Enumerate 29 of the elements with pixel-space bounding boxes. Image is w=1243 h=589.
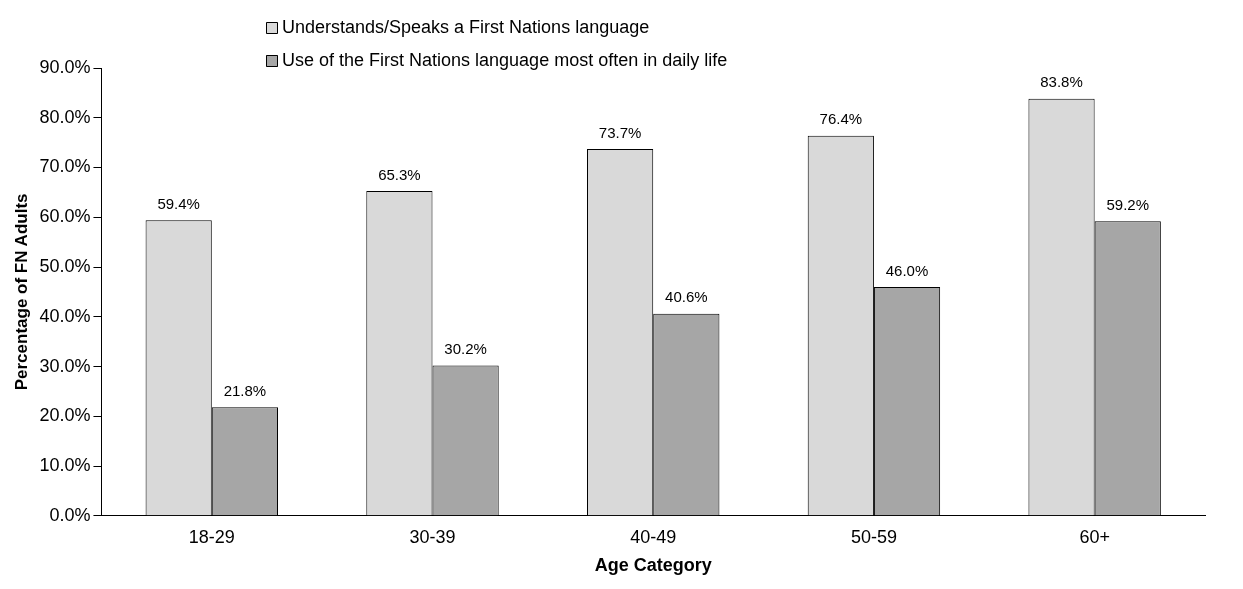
y-tick-label: 30.0% bbox=[39, 355, 91, 376]
data-label: 46.0% bbox=[885, 261, 929, 279]
y-tick-label: 50.0% bbox=[39, 255, 91, 276]
y-tick-label: 0.0% bbox=[49, 504, 91, 525]
data-label: 76.4% bbox=[819, 110, 863, 128]
y-tick-label: 20.0% bbox=[39, 405, 91, 426]
data-label: 65.3% bbox=[378, 165, 421, 183]
data-label: 73.7% bbox=[598, 123, 642, 141]
x-tick-label: 50-59 bbox=[850, 526, 897, 547]
x-tick-label: 30-39 bbox=[409, 526, 456, 547]
data-label: 21.8% bbox=[223, 381, 267, 399]
x-tick-label: 40-49 bbox=[630, 526, 677, 547]
legend-label: Understands/Speaks a First Nations language bbox=[282, 16, 650, 37]
y-tick-label: 10.0% bbox=[39, 455, 91, 476]
y-tick-label: 90.0% bbox=[39, 56, 91, 77]
y-axis-title: Percentage of FN Adults bbox=[11, 193, 31, 391]
data-label: 30.2% bbox=[444, 340, 487, 358]
y-tick-label: 60.0% bbox=[39, 206, 91, 227]
x-tick-label: 60+ bbox=[1079, 526, 1110, 547]
y-tick-label: 80.0% bbox=[39, 106, 91, 127]
y-tick-label: 70.0% bbox=[39, 156, 91, 177]
y-tick-label: 40.0% bbox=[39, 305, 91, 326]
data-label: 59.4% bbox=[157, 194, 200, 212]
data-label: 59.2% bbox=[1106, 195, 1150, 213]
data-label: 40.6% bbox=[665, 288, 708, 306]
data-label: 83.8% bbox=[1040, 73, 1083, 91]
legend-label: Use of the First Nations language most often in daily life bbox=[282, 49, 728, 70]
x-axis-title: Age Category bbox=[594, 555, 712, 576]
x-tick-label: 18-29 bbox=[188, 526, 235, 547]
